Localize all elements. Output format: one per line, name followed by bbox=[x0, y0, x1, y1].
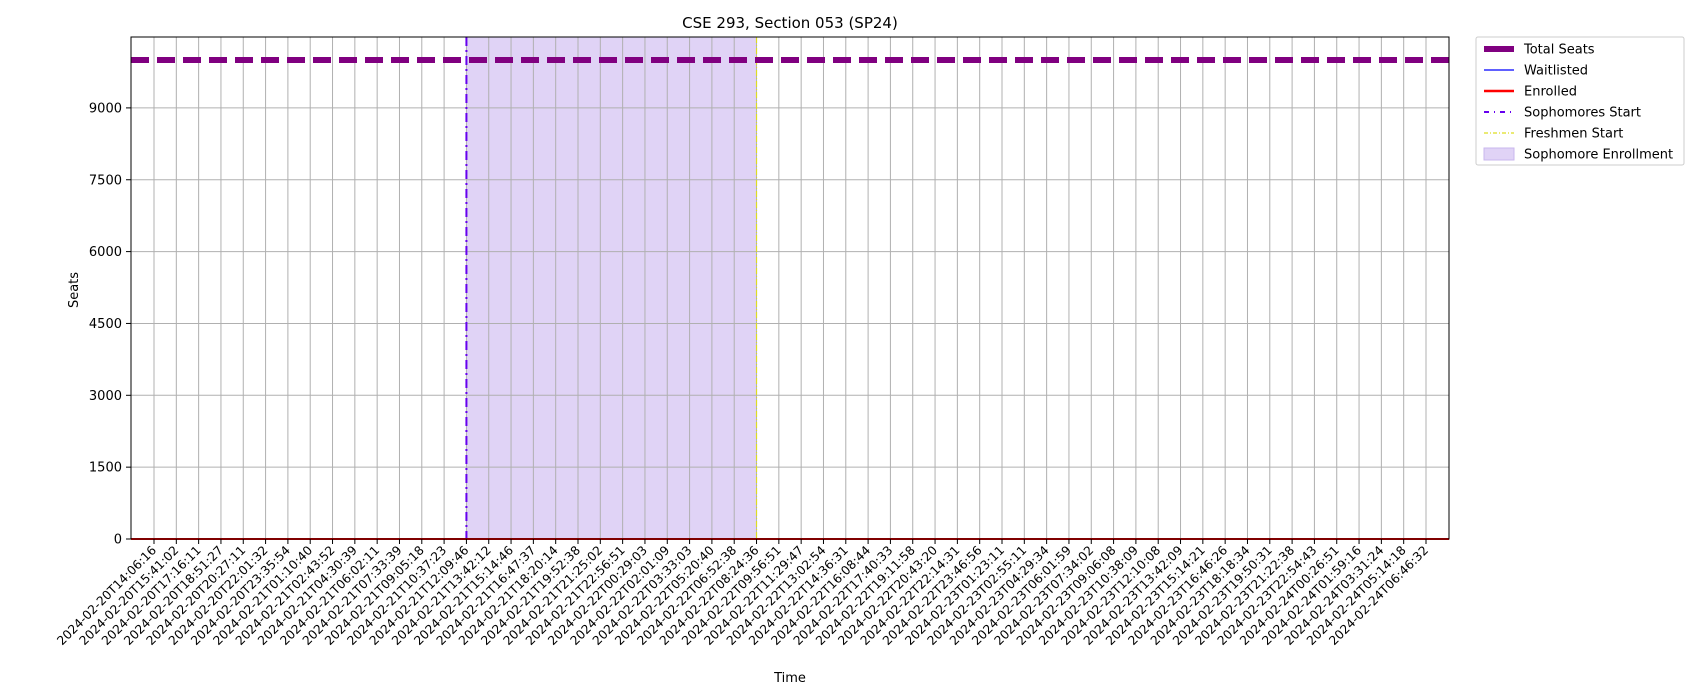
marker-layer bbox=[465, 37, 758, 539]
legend-frame bbox=[1475, 36, 1685, 166]
y-tick-label: 9000 bbox=[89, 101, 122, 116]
legend-item-freshmen-start: Freshmen Start bbox=[1484, 127, 1623, 142]
legend-swatch bbox=[1483, 147, 1515, 161]
legend-item-sophomore-enrollment: Sophomore Enrollment bbox=[1483, 147, 1673, 163]
y-tick-label: 7500 bbox=[89, 173, 122, 188]
legend-label: Sophomore Enrollment bbox=[1524, 148, 1673, 163]
x-axis-label: Time bbox=[773, 671, 806, 686]
y-tick-label: 6000 bbox=[89, 245, 122, 260]
legend-item-waitlisted: Waitlisted bbox=[1484, 64, 1588, 79]
legend-item-sophomores-start: Sophomores Start bbox=[1484, 106, 1641, 121]
legend-label: Enrolled bbox=[1524, 85, 1577, 100]
y-axis-label: Seats bbox=[67, 272, 82, 308]
legend-item-enrolled: Enrolled bbox=[1484, 85, 1577, 100]
legend-label: Waitlisted bbox=[1524, 64, 1588, 79]
legend: Total Seats Waitlisted Enrolled Sophomores … bbox=[1475, 36, 1685, 166]
span-layer bbox=[466, 37, 757, 539]
x-axis: 2024-02-20T14:06:162024-02-20T15:41:0220… bbox=[54, 539, 1431, 648]
span-sophomore-enrollment bbox=[466, 37, 757, 539]
chart-title: CSE 293, Section 053 (SP24) bbox=[682, 14, 898, 32]
plot-frame bbox=[130, 36, 1450, 540]
legend-item-total-seats: Total Seats bbox=[1484, 43, 1595, 58]
y-tick-label: 1500 bbox=[89, 461, 122, 476]
y-axis: 0 1500 3000 4500 6000 7500 9000 bbox=[89, 101, 131, 548]
y-tick-label: 4500 bbox=[89, 317, 122, 332]
y-tick-label: 0 bbox=[114, 533, 122, 548]
legend-label: Total Seats bbox=[1523, 43, 1595, 58]
y-tick-label: 3000 bbox=[89, 389, 122, 404]
legend-label: Sophomores Start bbox=[1524, 106, 1641, 121]
grid-layer bbox=[131, 37, 1449, 540]
legend-label: Freshmen Start bbox=[1524, 127, 1623, 142]
